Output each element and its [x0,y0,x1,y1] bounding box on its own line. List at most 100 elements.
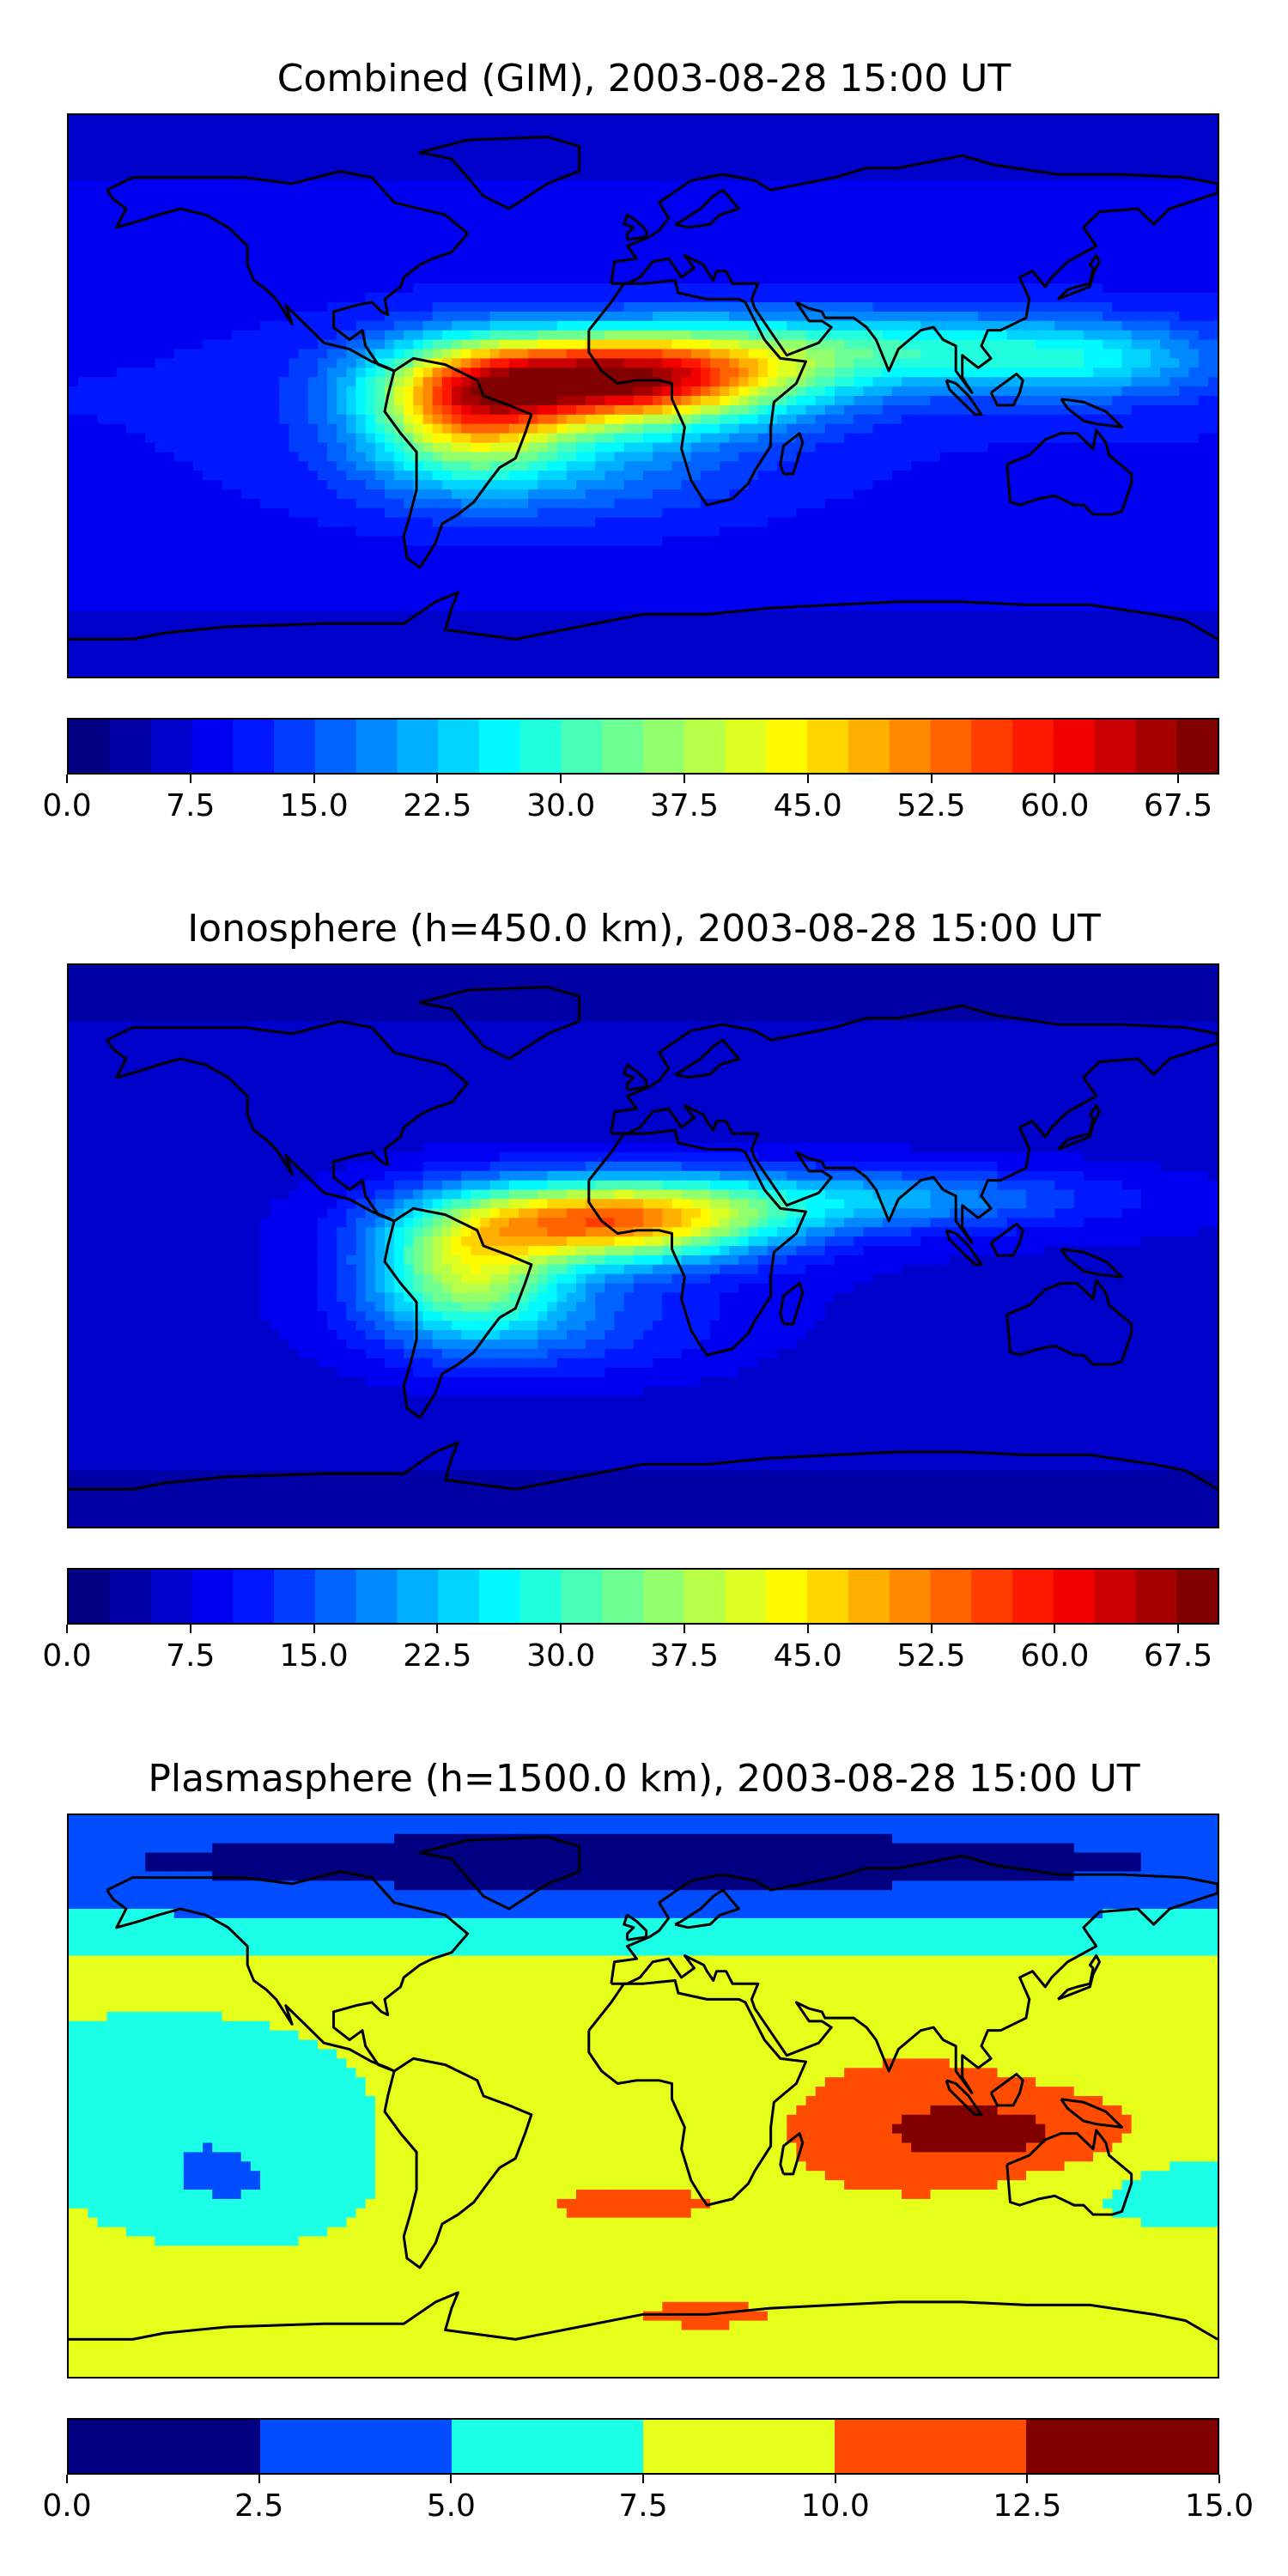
field-cell [270,190,280,200]
field-cell [489,209,501,219]
field-cell [643,217,653,228]
field-cell [116,209,127,219]
field-cell [757,423,769,434]
field-cell [614,180,625,191]
field-cell [882,471,893,481]
field-cell [203,227,213,238]
field-cell [480,339,491,350]
field-cell [317,349,328,360]
field-cell [1073,386,1084,397]
field-cell [88,236,99,247]
field-cell [307,209,319,219]
field-cell [854,227,865,238]
field-cell [835,246,845,257]
field-cell [1036,227,1046,238]
field-cell [1207,349,1218,360]
field-cell [136,452,146,462]
field-cell [547,480,558,490]
field-cell [155,358,166,368]
field-cell [1006,358,1018,368]
field-cell [738,152,750,163]
field-cell [872,236,884,247]
field-cell [1160,152,1170,163]
field-cell [1073,152,1084,163]
field-cell [1025,330,1036,341]
field-cell [508,274,519,284]
field-cell [547,180,558,191]
field-cell [1131,480,1142,490]
field-cell [260,423,270,434]
field-cell [805,461,817,471]
field-cell [748,133,759,144]
field-cell [1073,115,1084,125]
field-cell [155,339,166,350]
field-cell [643,171,653,181]
field-cell [240,498,252,509]
field-cell [633,227,644,238]
field-cell [623,264,635,275]
field-cell [1045,396,1056,406]
field-cell [422,423,434,434]
field-cell [394,404,404,416]
field-cell [279,143,290,154]
field-cell [835,423,845,434]
field-cell [690,480,702,490]
field-cell [1131,423,1142,434]
field-cell [538,217,549,228]
field-cell [1093,414,1103,425]
field-cell [116,133,127,144]
field-cell [78,433,88,444]
field-cell [987,414,999,425]
field-cell [1188,404,1200,416]
field-cell [643,386,653,397]
field-cell [824,404,835,416]
field-cell [499,339,510,350]
field-cell [1121,133,1133,144]
field-cell [538,423,549,434]
field-cell [145,423,155,434]
field-cell [605,180,616,191]
field-cell [586,246,596,257]
field-cell [471,471,482,481]
field-cell [815,423,826,434]
field-cell [767,349,778,360]
field-cell [930,236,941,247]
field-cell [911,461,921,471]
field-cell [404,301,414,313]
field-cell [547,339,558,350]
field-cell [499,143,510,154]
field-cell [307,461,319,471]
field-cell [489,358,501,368]
field-cell [528,498,538,509]
field-cell [920,143,932,154]
field-cell [125,115,137,125]
field-cell [461,330,471,341]
field-cell [872,414,884,425]
field-cell [1045,452,1056,462]
field-cell [88,320,99,331]
field-cell [499,246,510,257]
field-cell [222,236,233,247]
field-cell [1131,461,1142,471]
field-cell [528,414,538,425]
field-cell [173,301,185,313]
field-cell [192,171,204,181]
field-cell [614,320,625,331]
field-cell [1054,386,1066,397]
field-cell [978,301,988,313]
field-cell [1207,171,1218,181]
field-cell [882,414,893,425]
field-cell [538,368,549,378]
field-cell [1025,227,1036,238]
field-cell [394,143,404,154]
field-cell [125,396,137,406]
field-cell [738,255,750,265]
field-cell [835,274,845,284]
field-cell [748,396,759,406]
field-cell [327,349,337,360]
field-cell [317,377,328,387]
field-cell [1103,423,1113,434]
field-cell [413,461,424,471]
field-cell [489,143,501,154]
field-cell [575,209,586,219]
